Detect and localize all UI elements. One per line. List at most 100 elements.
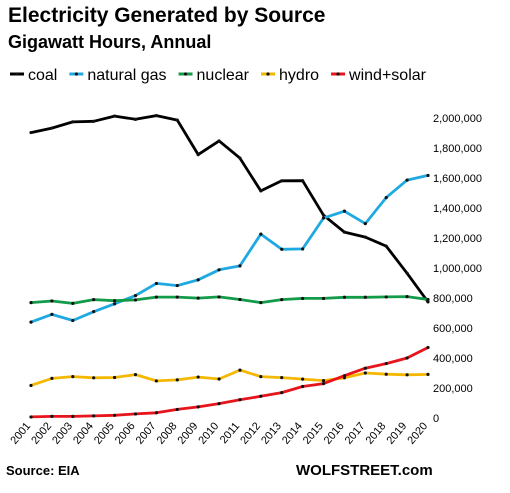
data-point xyxy=(238,156,242,160)
data-point xyxy=(363,295,367,299)
data-point xyxy=(92,298,96,302)
plot-area: 0 200,000 400,000 600,000 800,000 1,000,000 1,… xyxy=(8,113,482,447)
data-point xyxy=(133,373,138,377)
data-point xyxy=(112,413,117,417)
y-tick-label: 1,200,000 xyxy=(433,233,482,245)
data-point xyxy=(426,372,430,376)
data-point xyxy=(342,295,347,299)
y-tick-label: 200,000 xyxy=(433,383,473,395)
data-point xyxy=(175,283,179,288)
data-point xyxy=(238,398,242,402)
data-point xyxy=(196,296,200,300)
data-point xyxy=(217,377,221,381)
chart-subtitle: Gigawatt Hours, Annual xyxy=(8,32,212,52)
data-point xyxy=(426,345,430,350)
x-tick-label: 2010 xyxy=(196,420,221,446)
data-point xyxy=(112,302,117,306)
data-point xyxy=(259,301,263,305)
data-point xyxy=(384,196,388,200)
data-point xyxy=(238,297,242,302)
data-point xyxy=(301,296,305,301)
data-point xyxy=(384,244,388,248)
data-point xyxy=(196,153,200,157)
data-point xyxy=(301,377,305,381)
data-point xyxy=(342,374,347,378)
data-point xyxy=(175,407,179,412)
data-point xyxy=(71,375,75,379)
data-point xyxy=(384,361,388,366)
data-point xyxy=(217,268,221,272)
x-tick-label: 2016 xyxy=(322,420,347,446)
legend: coal natural gas nuclear hydro wind+solar xyxy=(10,67,427,84)
y-tick-label: 1,800,000 xyxy=(433,143,482,155)
data-point xyxy=(196,405,200,409)
legend-marker xyxy=(74,72,78,76)
data-point xyxy=(405,178,409,182)
x-tick-label: 2011 xyxy=(218,420,242,446)
legend-item: natural gas xyxy=(69,67,167,84)
data-point xyxy=(363,235,367,239)
x-tick-label: 2001 xyxy=(8,420,33,446)
data-point xyxy=(259,232,263,236)
legend-item: coal xyxy=(10,67,57,84)
data-point xyxy=(133,294,138,298)
data-point xyxy=(321,213,326,217)
data-point xyxy=(426,297,430,302)
data-point xyxy=(71,414,75,418)
data-point xyxy=(342,209,347,213)
data-point xyxy=(29,320,33,324)
data-point xyxy=(259,189,263,193)
data-point xyxy=(92,376,96,380)
data-point xyxy=(384,372,388,376)
data-point xyxy=(342,230,347,234)
x-tick-label: 2009 xyxy=(176,420,201,446)
data-point xyxy=(112,375,117,380)
data-point xyxy=(92,414,96,418)
x-tick-label: 2002 xyxy=(29,420,54,446)
data-point xyxy=(426,300,430,304)
data-point xyxy=(280,247,284,251)
source-note: Source: EIA xyxy=(6,463,80,478)
data-point xyxy=(280,376,284,380)
x-tick-label: 2006 xyxy=(113,420,138,446)
data-point xyxy=(259,394,263,398)
chart-title: Electricity Generated by Source xyxy=(8,4,326,27)
x-tick-label: 2018 xyxy=(364,420,389,446)
data-point xyxy=(280,179,284,183)
x-tick-label: 2012 xyxy=(238,420,263,446)
x-tick-label: 2004 xyxy=(71,420,96,446)
data-point xyxy=(363,366,367,370)
x-tick-label: 2005 xyxy=(92,420,117,446)
data-point xyxy=(384,295,388,299)
legend-marker xyxy=(266,72,270,76)
x-tick-label: 2003 xyxy=(50,420,75,446)
data-point xyxy=(321,296,326,301)
legend-label: natural gas xyxy=(87,67,166,84)
y-tick-label: 2,000,000 xyxy=(433,113,482,125)
series-line-coal xyxy=(29,114,430,304)
data-point xyxy=(196,278,200,282)
data-point xyxy=(405,271,409,275)
data-point xyxy=(50,126,54,130)
legend-item: hydro xyxy=(261,67,319,84)
series-line-nuclear xyxy=(29,295,430,305)
y-tick-label: 400,000 xyxy=(433,353,473,365)
data-point xyxy=(112,114,117,118)
data-point xyxy=(50,312,54,316)
legend-marker xyxy=(183,72,188,76)
x-tick-label: 2017 xyxy=(343,420,368,446)
data-point xyxy=(175,378,179,382)
data-point xyxy=(112,299,117,303)
data-point xyxy=(50,299,54,303)
data-point xyxy=(154,281,158,286)
data-point xyxy=(363,222,367,226)
data-point xyxy=(196,375,200,379)
data-point xyxy=(405,373,409,377)
x-tick-label: 2008 xyxy=(155,420,180,446)
y-tick-label: 1,000,000 xyxy=(433,263,482,275)
x-tick-label: 2013 xyxy=(259,420,284,446)
data-point xyxy=(154,411,158,415)
data-point xyxy=(50,376,54,380)
data-point xyxy=(29,130,33,135)
data-point xyxy=(92,310,96,314)
